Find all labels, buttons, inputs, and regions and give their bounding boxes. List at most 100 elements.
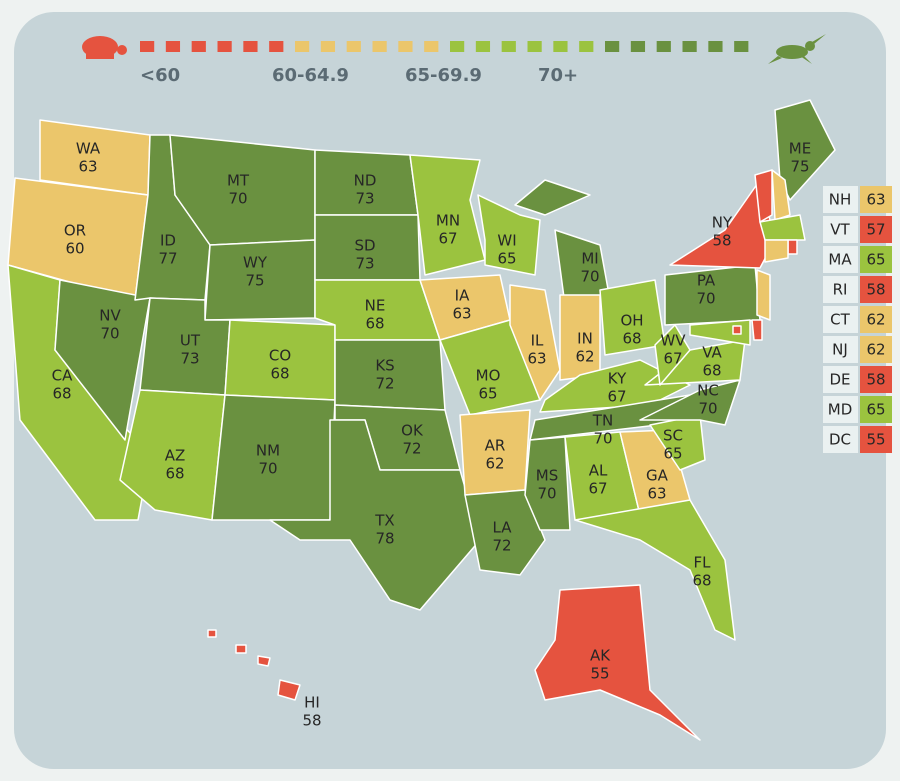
abbr-cell (823, 276, 858, 303)
state-shape (774, 99, 836, 201)
state-shape (539, 359, 691, 413)
state-shape (732, 325, 742, 335)
abbr-cell (823, 216, 858, 243)
state-abbr: CO (269, 347, 291, 365)
state-abbr: AR (485, 437, 506, 455)
legend-dashes (140, 41, 749, 52)
legend-dash (398, 41, 413, 52)
small-state-value: 58 (866, 281, 885, 299)
small-state-value: 63 (866, 191, 885, 209)
state-shape (257, 655, 271, 667)
small-state-abbr: MA (828, 251, 852, 269)
value-cell (860, 276, 892, 303)
small-state-abbr: MD (828, 401, 853, 419)
abbr-cell (823, 246, 858, 273)
state-value: 72 (402, 440, 421, 458)
state-abbr: IN (577, 330, 593, 348)
state-value: 63 (647, 485, 666, 503)
small-state-abbr: VT (830, 221, 850, 239)
state-shape (464, 489, 546, 576)
state-shape (54, 279, 151, 441)
state-abbr: ME (789, 140, 811, 158)
state-value: 72 (375, 375, 394, 393)
state-shape (235, 644, 247, 654)
state-value: 72 (492, 537, 511, 555)
state-value: 70 (593, 430, 612, 448)
state-abbr: AL (589, 462, 608, 480)
legend-dash (734, 41, 749, 52)
state-shape (269, 419, 481, 611)
state-value: 68 (702, 362, 721, 380)
state-abbr: ND (354, 172, 377, 190)
small-state-abbr: NH (829, 191, 852, 209)
us-map (7, 99, 836, 741)
state-shape (439, 319, 541, 416)
abbr-cell (823, 186, 858, 213)
state-value: 63 (452, 305, 471, 323)
state-shape (574, 499, 736, 641)
state-value: 70 (696, 290, 715, 308)
state-abbr: IL (531, 332, 544, 350)
state-abbr: GA (646, 467, 669, 485)
state-abbr: UT (180, 332, 201, 350)
state-value: 58 (712, 232, 731, 250)
state-abbr: TX (374, 512, 394, 530)
legend-dash (191, 41, 206, 52)
legend-dash (243, 41, 258, 52)
state-abbr: MT (227, 172, 250, 190)
state-shape (477, 194, 541, 276)
state-abbr: VA (702, 344, 722, 362)
state-labels: WA63OR60CA68NV70ID77MT70WY75UT73AZ68CO68… (52, 140, 812, 730)
state-shape (514, 179, 591, 216)
state-abbr: MN (436, 212, 460, 230)
small-states-table: NH 63 VT 57 MA 65 RI 58 CT 62 NJ 62 DE 58 MD 65 DC 55 (823, 186, 892, 453)
state-value: 70 (100, 325, 119, 343)
small-state-value: 65 (866, 401, 885, 419)
state-abbr: KY (608, 370, 627, 388)
state-value: 68 (52, 385, 71, 403)
state-abbr: SC (663, 427, 683, 445)
state-shape (509, 284, 561, 401)
legend-dash (424, 41, 439, 52)
legend-dash (553, 41, 568, 52)
value-cell (860, 186, 892, 213)
rabbit-icon (768, 34, 826, 64)
state-value: 63 (78, 158, 97, 176)
small-state-value: 65 (866, 251, 885, 269)
legend-label: 70+ (538, 65, 578, 86)
small-state-abbr: CT (830, 311, 850, 329)
legend-dash (682, 41, 697, 52)
value-cell (860, 246, 892, 273)
state-abbr: CA (52, 367, 73, 385)
state-value: 55 (590, 665, 609, 683)
abbr-cell (823, 426, 858, 453)
state-abbr: KS (375, 357, 394, 375)
state-shape (277, 679, 301, 701)
state-value: 75 (245, 272, 264, 290)
small-state-value: 62 (866, 341, 885, 359)
state-abbr: WY (243, 254, 268, 272)
state-value: 60 (65, 240, 84, 258)
legend-dash (656, 41, 671, 52)
legend-dash (269, 41, 284, 52)
state-value: 70 (537, 485, 556, 503)
legend-dash (630, 41, 646, 52)
state-abbr: OH (620, 312, 643, 330)
legend-dash (475, 41, 491, 52)
abbr-cell (823, 366, 858, 393)
legend: <60 60-64.9 65-69.9 70+ (140, 65, 578, 86)
state-abbr: MI (581, 250, 598, 268)
value-cell (860, 366, 892, 393)
state-shape (759, 214, 806, 241)
state-abbr: PA (697, 272, 716, 290)
abbr-cell (823, 396, 858, 423)
state-abbr: WA (76, 140, 101, 158)
state-shape (756, 269, 771, 321)
state-shape (119, 389, 226, 521)
legend-dash (372, 41, 387, 52)
state-value: 62 (575, 348, 594, 366)
legend-dash (165, 41, 181, 52)
state-value: 67 (607, 388, 626, 406)
legend-dash (346, 41, 361, 52)
